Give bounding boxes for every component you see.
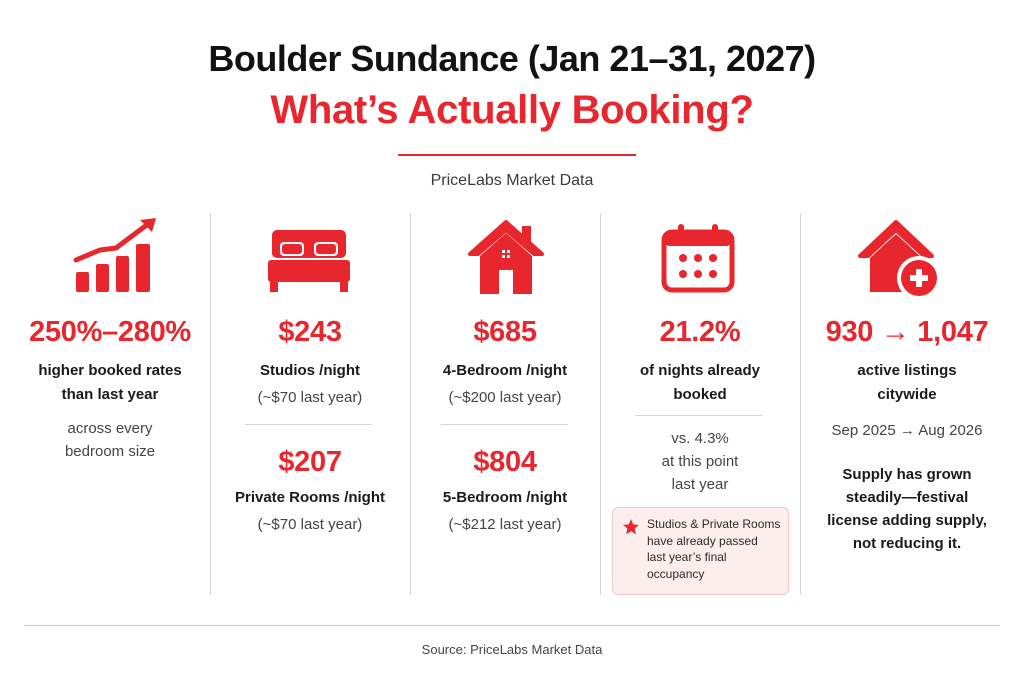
booked-label-line1: of nights already bbox=[639, 362, 761, 379]
booked-note-line3: last year bbox=[671, 476, 729, 493]
callout-text: Studios & Private Rooms have already pas… bbox=[647, 516, 787, 582]
column-divider bbox=[410, 213, 411, 595]
footer-divider bbox=[24, 625, 1000, 626]
callout-line2: have already passed bbox=[647, 533, 758, 548]
rates-increase-value: 250%–280% bbox=[29, 316, 191, 348]
footer-source: Source: PriceLabs Market Data bbox=[421, 642, 603, 657]
calendar-icon bbox=[661, 224, 735, 293]
five-bedroom-last-year-note: (~$212 last year) bbox=[448, 516, 562, 533]
callout-line4: occupancy bbox=[647, 566, 705, 581]
page-subtitle: What’s Actually Booking? bbox=[270, 88, 754, 132]
column-divider bbox=[210, 213, 211, 595]
private-room-price-value: $207 bbox=[278, 446, 342, 478]
booked-note-line1: vs. 4.3% bbox=[671, 430, 729, 447]
supply-note-line1: Supply has grown bbox=[842, 466, 972, 483]
listings-label-line1: active listings bbox=[857, 362, 957, 379]
studio-last-year-note: (~$70 last year) bbox=[257, 389, 363, 406]
data-source-line: PriceLabs Market Data bbox=[430, 172, 594, 189]
occupancy-callout: Studios & Private Rooms have already pas… bbox=[612, 507, 789, 595]
booked-label-line2: booked bbox=[673, 386, 727, 403]
four-bedroom-price-label: 4-Bedroom /night bbox=[442, 362, 568, 379]
rates-label-line1: higher booked rates bbox=[38, 362, 182, 379]
rates-label-line2: than last year bbox=[61, 386, 159, 403]
booked-nights-value: 21.2% bbox=[659, 316, 741, 348]
bar-chart-trending-up-icon bbox=[73, 218, 156, 292]
supply-note-line3: license adding supply, bbox=[827, 512, 987, 529]
supply-note-line2: steadily—festival bbox=[845, 489, 969, 506]
rates-note-line2: bedroom size bbox=[64, 443, 156, 460]
booked-note-line2: at this point bbox=[661, 453, 739, 470]
listings-label-line2: citywide bbox=[877, 386, 937, 403]
inner-divider bbox=[245, 424, 372, 425]
title-underline bbox=[398, 154, 636, 156]
inner-divider bbox=[441, 424, 568, 425]
four-bedroom-price-value: $685 bbox=[473, 316, 537, 348]
house-plus-icon bbox=[858, 220, 941, 300]
five-bedroom-price-value: $804 bbox=[473, 446, 537, 478]
five-bedroom-price-label: 5-Bedroom /night bbox=[442, 489, 568, 506]
page-title: Boulder Sundance (Jan 21–31, 2027) bbox=[208, 38, 816, 79]
listings-count-value: 930 → 1,047 bbox=[825, 316, 989, 348]
callout-line1: Studios & Private Rooms bbox=[647, 517, 781, 531]
house-icon bbox=[468, 220, 544, 294]
studio-price-label: Studios /night bbox=[260, 362, 360, 379]
supply-note-line4: not reducing it. bbox=[852, 535, 962, 552]
listings-period: Sep 2025 → Aug 2026 bbox=[831, 422, 983, 439]
bed-icon bbox=[268, 230, 350, 292]
column-divider bbox=[800, 213, 801, 595]
inner-divider bbox=[635, 415, 762, 416]
callout-line3: last year’s final bbox=[647, 550, 727, 564]
four-bedroom-last-year-note: (~$200 last year) bbox=[448, 389, 562, 406]
star-icon bbox=[623, 519, 639, 535]
column-divider bbox=[600, 213, 601, 595]
private-room-last-year-note: (~$70 last year) bbox=[257, 516, 363, 533]
studio-price-value: $243 bbox=[278, 316, 342, 348]
rates-note-line1: across every bbox=[67, 420, 153, 437]
private-room-price-label: Private Rooms /night bbox=[234, 489, 386, 506]
